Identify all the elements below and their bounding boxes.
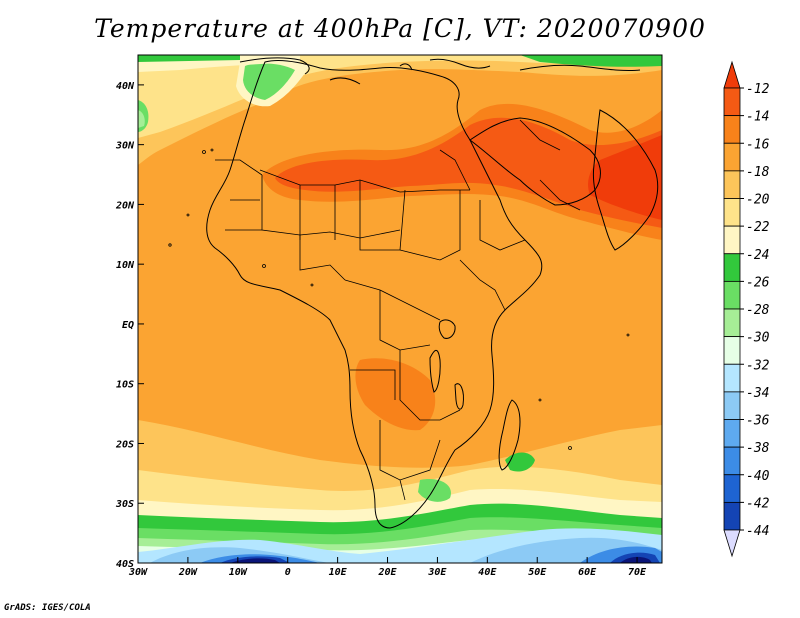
colorbar: -12 -14 -16 -18 -20 -22 -24 -26 -28 -30 -32 -34 -36 -… bbox=[723, 60, 770, 558]
lon-tick-label: 20W bbox=[178, 567, 198, 578]
lat-tick-label: 30N bbox=[115, 141, 135, 152]
lon-tick-label: 20E bbox=[377, 567, 397, 578]
lon-tick-label: 60E bbox=[578, 567, 597, 578]
colorbar-label: -20 bbox=[746, 193, 770, 208]
colorbar-swatch bbox=[723, 419, 741, 448]
lon-tick-label: 0 bbox=[285, 567, 291, 578]
colorbar-swatch bbox=[723, 474, 741, 503]
lat-tick-label: 30S bbox=[115, 499, 134, 510]
colorbar-label: -36 bbox=[746, 414, 770, 429]
colorbar-label: -30 bbox=[746, 331, 770, 346]
lat-tick-label: 20N bbox=[115, 200, 135, 211]
grads-credit: GrADS: IGES/COLA bbox=[4, 603, 91, 613]
colorbar-swatch bbox=[723, 253, 741, 282]
colorbar-swatch bbox=[723, 170, 741, 199]
colorbar-swatch bbox=[723, 87, 741, 117]
lat-tick-label: EQ bbox=[122, 320, 134, 331]
longitude-axis: 30W 20W 10W 0 10E 20E 30E 40E 50E 60E 70E bbox=[128, 557, 647, 578]
colorbar-label: -24 bbox=[746, 248, 769, 263]
lat-tick-label: 10N bbox=[116, 260, 135, 271]
colorbar-swatch bbox=[723, 225, 741, 255]
map-frame bbox=[137, 54, 663, 564]
lon-tick-label: 40E bbox=[478, 567, 497, 578]
colorbar-label: -42 bbox=[746, 496, 770, 511]
colorbar-swatch bbox=[723, 308, 741, 338]
colorbar-label: -28 bbox=[746, 303, 770, 318]
lon-tick-label: 70E bbox=[628, 567, 647, 578]
latitude-axis: 40N 30N 20N 10N EQ 10S 20S 30S 40S bbox=[115, 81, 144, 570]
colorbar-label: -18 bbox=[746, 165, 770, 180]
colorbar-label: -40 bbox=[746, 469, 770, 484]
colorbar-label: -44 bbox=[746, 524, 769, 539]
colorbar-swatch bbox=[723, 198, 741, 227]
colorbar-swatch bbox=[723, 280, 741, 310]
temperature-field bbox=[138, 55, 662, 563]
colorbar-label: -32 bbox=[746, 358, 770, 373]
coastlines bbox=[206, 57, 659, 529]
lon-tick-label: 10E bbox=[329, 567, 348, 578]
colorbar-swatch bbox=[723, 446, 741, 476]
lat-tick-label: 40N bbox=[116, 81, 135, 92]
lakes-and-islands bbox=[168, 148, 630, 450]
colorbar-swatch bbox=[723, 391, 741, 420]
map-title: Temperature at 400hPa [C], VT: 202007090… bbox=[94, 14, 706, 43]
colorbar-label: -16 bbox=[746, 137, 770, 152]
colorbar-swatch bbox=[723, 336, 741, 365]
country-borders bbox=[215, 119, 581, 501]
colorbar-swatch bbox=[723, 142, 741, 172]
colorbar-label: -14 bbox=[746, 110, 769, 125]
colorbar-swatch bbox=[723, 363, 741, 393]
colorbar-label: -12 bbox=[746, 82, 770, 97]
colorbar-label: -26 bbox=[746, 275, 770, 290]
lon-tick-label: 50E bbox=[528, 567, 547, 578]
colorbar-label: -34 bbox=[746, 386, 769, 401]
lat-tick-label: 20S bbox=[115, 439, 134, 450]
colorbar-bottom-arrow bbox=[723, 529, 741, 558]
colorbar-label: -22 bbox=[746, 220, 770, 235]
colorbar-top-arrow bbox=[723, 60, 741, 89]
lat-tick-label: 40S bbox=[116, 559, 134, 570]
lon-tick-label: 10W bbox=[229, 567, 248, 578]
colorbar-swatch bbox=[723, 501, 741, 531]
lon-tick-label: 30E bbox=[427, 567, 447, 578]
lon-tick-label: 30W bbox=[128, 567, 148, 578]
colorbar-swatch bbox=[723, 115, 741, 144]
colorbar-label: -38 bbox=[746, 441, 770, 456]
lat-tick-label: 10S bbox=[116, 380, 134, 391]
